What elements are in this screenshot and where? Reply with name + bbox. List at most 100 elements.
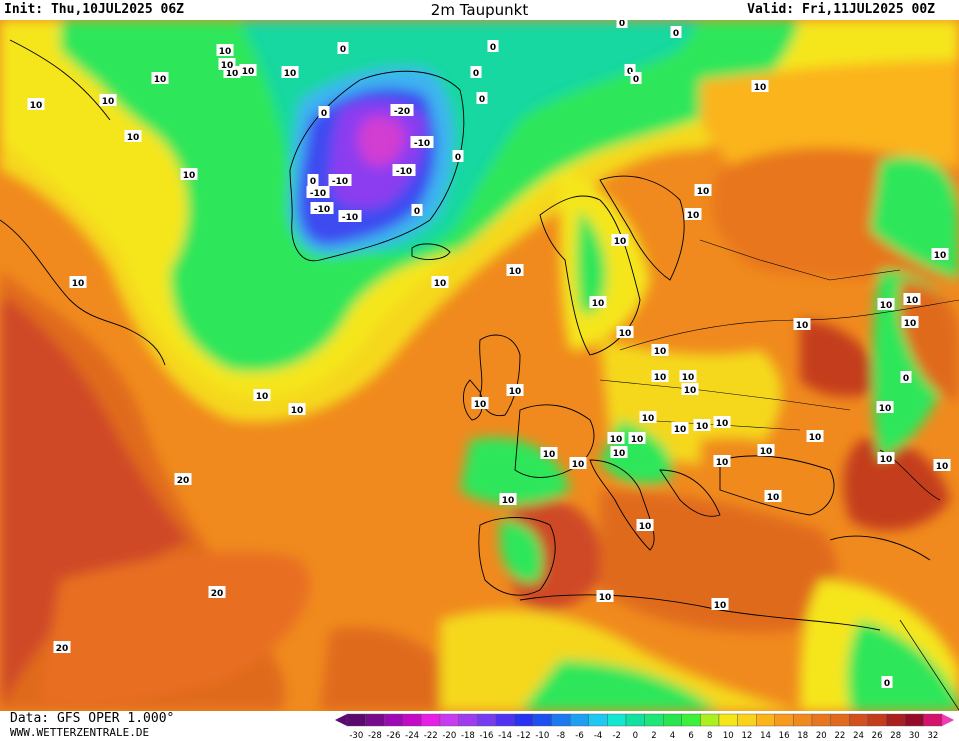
contour-label: -10 xyxy=(306,186,330,199)
scale-box xyxy=(569,713,589,727)
contour-label-box xyxy=(216,44,234,56)
scale-box xyxy=(811,713,831,727)
contour-label-text: -10 xyxy=(342,213,358,223)
contour-label-box xyxy=(793,318,811,330)
contour-label-text: 10 xyxy=(714,601,727,611)
contour-label-text: -10 xyxy=(332,177,348,187)
contour-label-box xyxy=(616,20,628,28)
contour-label-box xyxy=(69,276,87,288)
contour-label-box xyxy=(307,174,319,186)
contour-label-text: 10 xyxy=(674,425,687,435)
contour-label-text: 10 xyxy=(809,433,822,443)
scale-box xyxy=(365,713,385,727)
contour-label-box xyxy=(671,422,689,434)
contour-label-text: 10 xyxy=(30,101,43,111)
scale-box xyxy=(458,713,478,727)
contour-label-text: 20 xyxy=(211,589,224,599)
contour-label-box xyxy=(431,276,449,288)
contour-label-text: 0 xyxy=(455,153,461,163)
scale-box xyxy=(830,713,850,727)
contour-label-box xyxy=(806,430,824,442)
contour-label-box xyxy=(569,457,587,469)
contour-label: 10 xyxy=(694,184,712,197)
contour-label-box xyxy=(933,459,951,471)
contour-label-text: 10 xyxy=(880,455,893,465)
contour-label-text: 10 xyxy=(654,373,667,383)
scale-box xyxy=(607,713,627,727)
contour-label: 10 xyxy=(693,419,711,432)
contour-label-text: 10 xyxy=(619,329,632,339)
contour-label-box xyxy=(639,411,657,423)
contour-label-box xyxy=(338,210,362,222)
scale-label: 8 xyxy=(707,731,712,741)
scale-label: 26 xyxy=(872,731,883,741)
contour-label-text: 0 xyxy=(310,177,316,187)
scale-box xyxy=(476,713,496,727)
contour-label-box xyxy=(306,186,330,198)
contour-label-text: 0 xyxy=(414,207,420,217)
contour-label-text: 0 xyxy=(673,29,679,39)
contour-label: 10 xyxy=(506,264,524,277)
scale-box xyxy=(421,713,441,727)
contour-label-box xyxy=(487,40,499,52)
scale-label: -16 xyxy=(480,731,494,741)
contour-label-box xyxy=(470,66,482,78)
contour-label-text: 10 xyxy=(592,299,605,309)
contour-label-box xyxy=(53,641,71,653)
scale-box xyxy=(774,713,794,727)
contour-label: 10 xyxy=(764,490,782,503)
contour-label-box xyxy=(596,590,614,602)
contour-label: 10 xyxy=(218,58,236,71)
scale-label: 14 xyxy=(760,731,771,741)
contour-label: 20 xyxy=(208,586,226,599)
contour-label-box xyxy=(27,98,45,110)
contour-label: -10 xyxy=(310,202,334,215)
contour-label: 10 xyxy=(431,276,449,289)
scale-box xyxy=(439,713,459,727)
contour-label-text: -20 xyxy=(394,107,410,117)
scale-box xyxy=(588,713,608,727)
coastlines xyxy=(0,39,959,711)
scale-label: -18 xyxy=(461,731,475,741)
contour-label-box xyxy=(713,416,731,428)
scale-box xyxy=(644,713,664,727)
contour-label-box xyxy=(328,174,352,186)
contour-label: 0 xyxy=(900,371,912,384)
contour-label: 10 xyxy=(751,80,769,93)
contour-label-box xyxy=(471,397,489,409)
contour-label-box xyxy=(218,58,236,70)
contour-label-box xyxy=(901,316,919,328)
contour-label-box xyxy=(253,389,271,401)
contour-label-text: 10 xyxy=(654,347,667,357)
contour-label-text: 10 xyxy=(127,133,140,143)
contour-label: -10 xyxy=(338,210,362,223)
contour-label-box xyxy=(499,493,517,505)
chart-footer: Data: GFS OPER 1.000° WWW.WETTERZENTRALE… xyxy=(0,711,959,741)
website-label: WWW.WETTERZENTRALE.DE xyxy=(10,726,150,739)
contour-label-text: 10 xyxy=(716,458,729,468)
contour-label-text: 10 xyxy=(696,422,709,432)
scale-label: 12 xyxy=(741,731,752,741)
contour-label-box xyxy=(607,432,625,444)
contour-label: 10 xyxy=(99,94,117,107)
contour-label-text: 10 xyxy=(904,319,917,329)
contour-label-text: 10 xyxy=(219,47,232,57)
contour-label: 0 xyxy=(411,204,423,217)
contour-label: 10 xyxy=(471,397,489,410)
contour-label: 10 xyxy=(281,66,299,79)
scale-box xyxy=(793,713,813,727)
contour-label-text: 0 xyxy=(340,45,346,55)
contour-label: 10 xyxy=(639,411,657,424)
data-source-label: Data: GFS OPER 1.000° xyxy=(10,711,175,726)
contour-label-text: 10 xyxy=(906,296,919,306)
contour-label: 10 xyxy=(931,248,949,261)
contour-label-box xyxy=(651,344,669,356)
scale-box xyxy=(867,713,887,727)
init-time-label: Init: Thu,10JUL2025 06Z xyxy=(4,2,185,17)
contour-label: 0 xyxy=(670,26,682,39)
contour-labels: 1010101001000001000010101010100-20-10-10… xyxy=(27,20,951,689)
contour-label-text: 10 xyxy=(183,171,196,181)
contour-label-text: 10 xyxy=(934,251,947,261)
contour-label-text: 10 xyxy=(936,462,949,472)
contour-label: 10 xyxy=(681,383,699,396)
